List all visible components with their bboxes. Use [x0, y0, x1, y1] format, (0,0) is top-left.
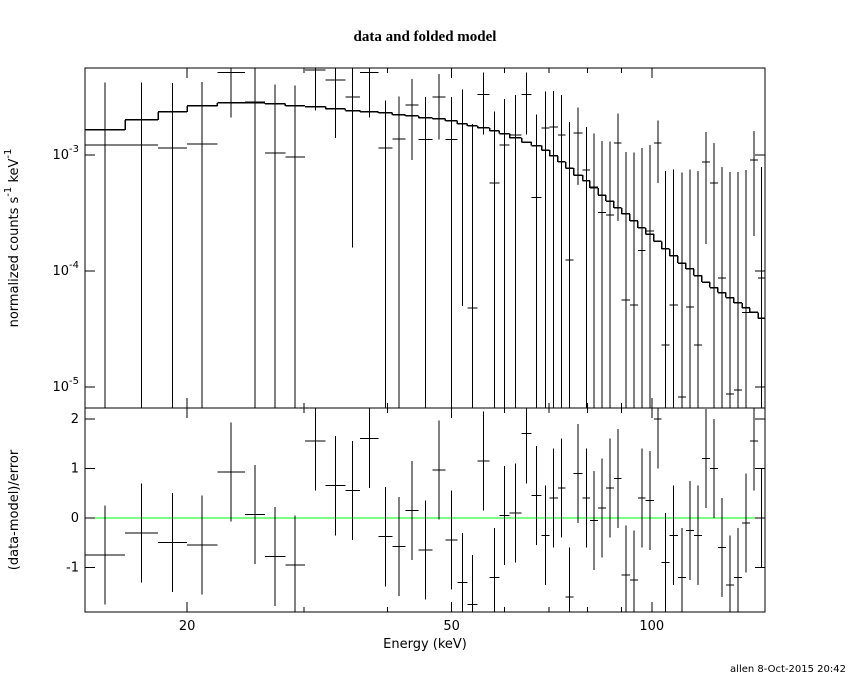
y-tick-label: 10-3 [52, 144, 79, 163]
footer: allen 8-Oct-2015 20:42 [730, 664, 846, 675]
y-tick-label: 0 [71, 510, 79, 525]
y-tick-label: 10-5 [52, 376, 79, 395]
y-tick-label: 10-4 [52, 260, 79, 279]
x-tick-label: 100 [639, 619, 664, 634]
y-tick-label: -1 [66, 560, 79, 575]
chart-title: data and folded model [354, 29, 497, 45]
bottom-frame [84, 407, 766, 613]
x-tick-label: 20 [179, 619, 196, 634]
spectrum-plot [85, 68, 765, 408]
y-axis-label: (data-model)/error [7, 449, 22, 570]
x-axis-label: Energy (keV) [383, 637, 467, 652]
y-tick-label: 2 [71, 411, 79, 426]
residual-plot [85, 408, 765, 612]
axes: 20 50 100 10-5 10-4 10-3 -1 0 1 2 [52, 68, 765, 634]
y-axis-label: normalized counts s-1 keV-1 [3, 149, 22, 328]
y-tick-label: 1 [71, 461, 79, 476]
x-tick-label: 50 [443, 619, 460, 634]
top-frame [84, 67, 766, 409]
